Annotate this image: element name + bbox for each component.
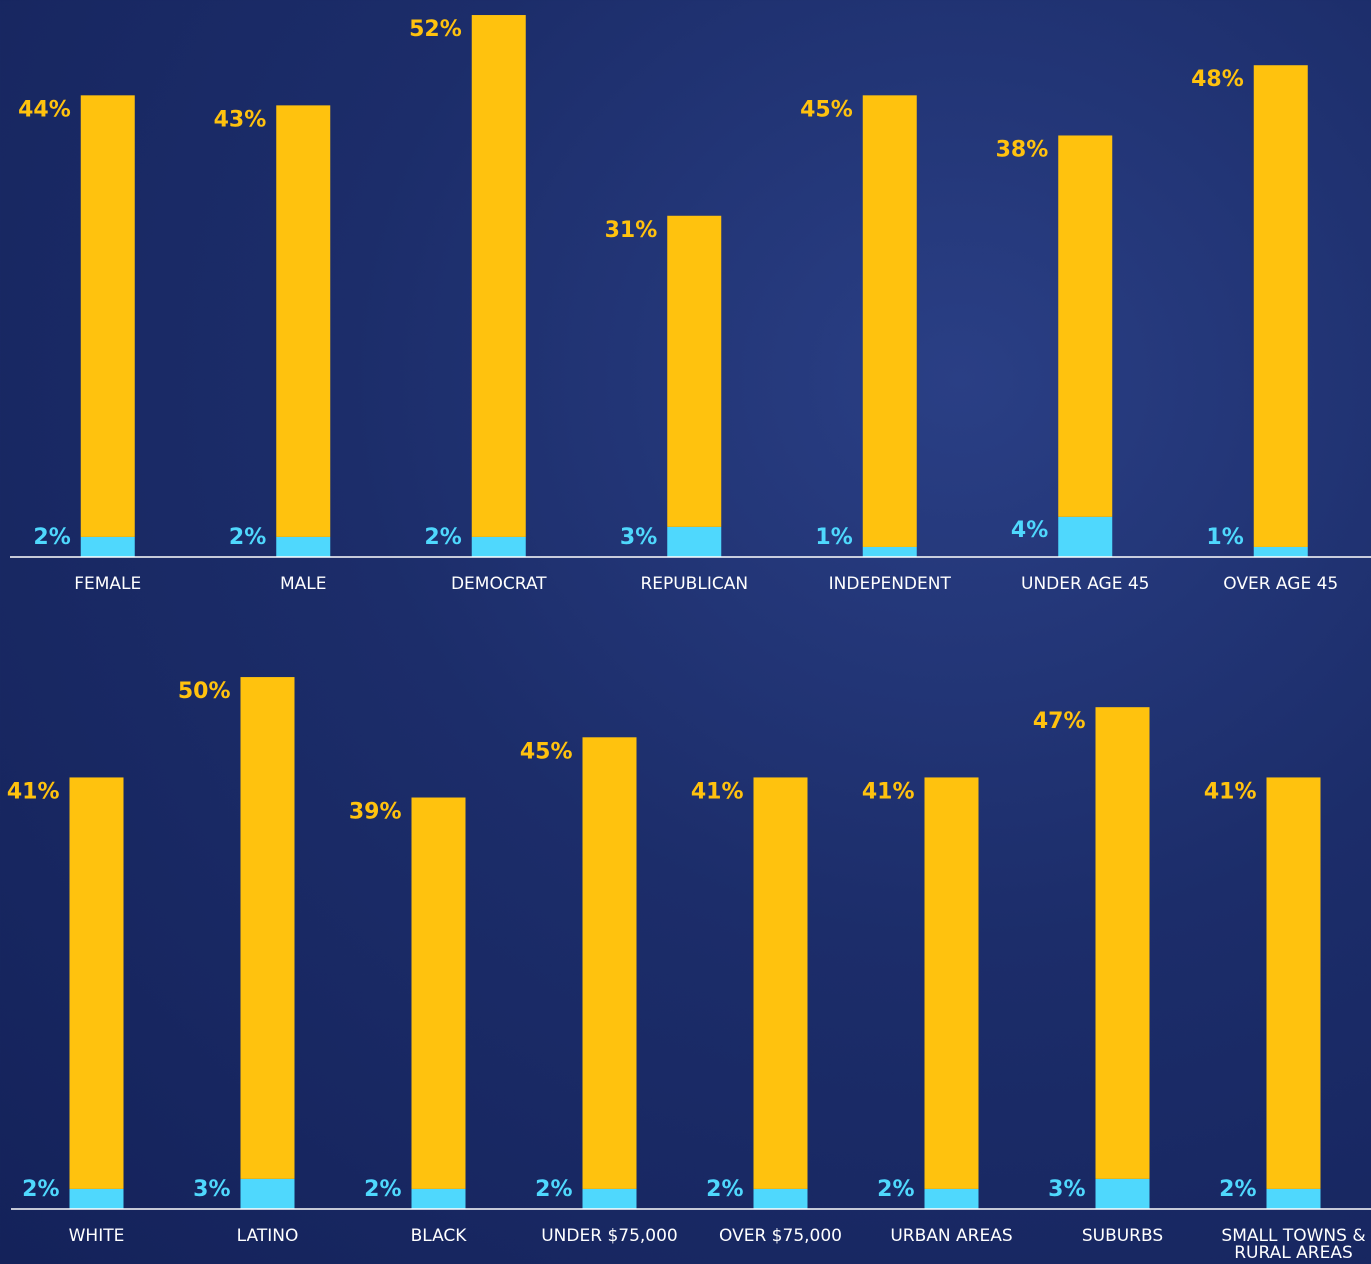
value-label: 2% xyxy=(424,525,461,550)
bar-segment xyxy=(862,95,917,547)
value-label: 4% xyxy=(1011,518,1048,543)
category-label: UNDER AGE 45 xyxy=(1021,574,1150,594)
value-label: 41% xyxy=(1204,779,1257,804)
value-label: 41% xyxy=(7,779,60,804)
category-label: SUBURBS xyxy=(1081,1226,1164,1246)
bar-segment xyxy=(1058,135,1113,517)
value-label: 43% xyxy=(214,107,267,132)
value-label: 38% xyxy=(996,137,1049,162)
value-label: 1% xyxy=(1206,525,1243,550)
bar-segment xyxy=(80,95,135,537)
bar-segment xyxy=(1095,707,1150,1179)
category-label: OVER $75,000 xyxy=(719,1226,842,1246)
bar-segment xyxy=(924,777,979,1189)
bar-segment xyxy=(471,15,526,537)
category-label: FEMALE xyxy=(74,574,142,594)
bar-segment xyxy=(1095,1178,1150,1209)
bar-segment xyxy=(1266,1188,1321,1209)
bar-segment xyxy=(1058,516,1113,557)
value-label: 2% xyxy=(706,1177,743,1202)
bar-segment xyxy=(582,737,637,1189)
bar-segment xyxy=(753,777,808,1189)
bar-segment xyxy=(80,536,135,557)
value-label: 2% xyxy=(229,525,266,550)
category-label: URBAN AREAS xyxy=(890,1226,1013,1246)
value-label: 44% xyxy=(18,97,71,122)
bar-segment xyxy=(240,1178,295,1209)
bar-segment xyxy=(69,1188,124,1209)
category-label: INDEPENDENT xyxy=(828,574,951,594)
value-label: 31% xyxy=(605,218,658,243)
bar-segment xyxy=(69,777,124,1189)
category-label: OVER AGE 45 xyxy=(1223,574,1339,594)
value-label: 45% xyxy=(800,97,853,122)
bar-segment xyxy=(1266,777,1321,1189)
category-label: DEMOCRAT xyxy=(450,574,547,594)
bar-segment xyxy=(411,1188,466,1209)
value-label: 2% xyxy=(877,1177,914,1202)
category-label: MALE xyxy=(279,574,327,594)
value-label: 41% xyxy=(862,779,915,804)
value-label: 45% xyxy=(520,739,573,764)
bar-segment xyxy=(411,797,466,1189)
value-label: 48% xyxy=(1191,67,1244,92)
category-label: REPUBLICAN xyxy=(640,574,749,594)
bar-segment xyxy=(924,1188,979,1209)
bar-segment xyxy=(1253,65,1308,547)
category-label: LATINO xyxy=(236,1226,299,1246)
value-label: 3% xyxy=(193,1177,230,1202)
value-label: 2% xyxy=(364,1177,401,1202)
category-label: UNDER $75,000 xyxy=(541,1226,678,1246)
bar-segment xyxy=(1253,546,1308,557)
category-label: WHITE xyxy=(68,1226,125,1246)
value-label: 3% xyxy=(1048,1177,1085,1202)
bar-segment xyxy=(862,546,917,557)
value-label: 1% xyxy=(815,525,852,550)
value-label: 2% xyxy=(1219,1177,1256,1202)
bar-segment xyxy=(471,536,526,557)
bar-segment xyxy=(240,677,295,1179)
value-label: 3% xyxy=(620,525,657,550)
value-label: 2% xyxy=(33,525,70,550)
category-label: SMALL TOWNS & RURAL AREAS xyxy=(1221,1226,1366,1263)
value-label: 2% xyxy=(535,1177,572,1202)
value-label: 41% xyxy=(691,779,744,804)
bar-segment xyxy=(667,526,722,557)
value-label: 2% xyxy=(22,1177,59,1202)
bar-segment xyxy=(582,1188,637,1209)
bar-segment xyxy=(276,536,331,557)
value-label: 50% xyxy=(178,679,231,704)
category-label: BLACK xyxy=(410,1226,467,1246)
bar-segment xyxy=(276,105,331,537)
value-label: 52% xyxy=(409,17,462,42)
value-label: 47% xyxy=(1033,709,1086,734)
bar-segment xyxy=(753,1188,808,1209)
value-label: 39% xyxy=(349,800,402,825)
bar-segment xyxy=(667,215,722,527)
